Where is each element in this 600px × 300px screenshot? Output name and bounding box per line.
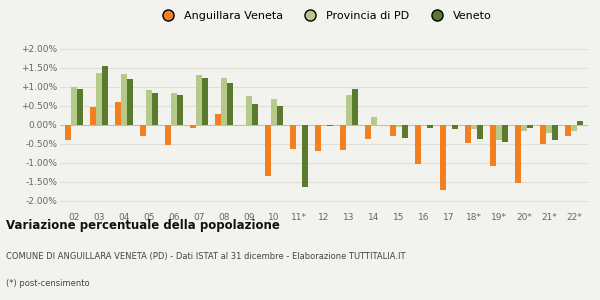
Text: Variazione percentuale della popolazione: Variazione percentuale della popolazione (6, 219, 280, 232)
Bar (365, 124, 371, 139)
Bar (65, 124, 71, 140)
Legend: Anguillara Veneta, Provincia di PD, Veneto: Anguillara Veneta, Provincia di PD, Vene… (152, 7, 496, 26)
Bar (446, 124, 452, 126)
Bar (265, 124, 271, 176)
Bar (152, 93, 158, 124)
Bar (502, 124, 508, 142)
Bar (227, 83, 233, 124)
Text: COMUNE DI ANGUILLARA VENETA (PD) - Dati ISTAT al 31 dicembre - Elaborazione TUTT: COMUNE DI ANGUILLARA VENETA (PD) - Dati … (6, 252, 406, 261)
Bar (371, 117, 377, 124)
Bar (196, 75, 202, 124)
Bar (465, 124, 471, 143)
Bar (552, 124, 558, 140)
Bar (521, 124, 527, 130)
Bar (190, 124, 196, 128)
Bar (540, 124, 546, 143)
Bar (277, 106, 283, 124)
Bar (496, 124, 502, 140)
Bar (577, 121, 583, 124)
Bar (396, 124, 402, 127)
Text: (*) post-censimento: (*) post-censimento (6, 279, 89, 288)
Bar (102, 66, 108, 124)
Bar (452, 124, 458, 129)
Bar (290, 124, 296, 149)
Bar (171, 93, 177, 124)
Bar (96, 73, 102, 124)
Bar (221, 78, 227, 124)
Bar (415, 124, 421, 164)
Bar (546, 124, 552, 133)
Bar (165, 124, 171, 146)
Bar (402, 124, 408, 138)
Bar (477, 124, 483, 139)
Bar (315, 124, 321, 151)
Bar (271, 99, 277, 124)
Bar (177, 95, 183, 124)
Bar (140, 124, 146, 136)
Bar (115, 103, 121, 124)
Bar (471, 124, 477, 129)
Bar (321, 124, 327, 125)
Bar (77, 89, 83, 124)
Bar (490, 124, 496, 166)
Bar (427, 124, 433, 128)
Bar (246, 96, 252, 124)
Bar (146, 90, 152, 124)
Bar (215, 114, 221, 124)
Bar (352, 89, 358, 124)
Bar (71, 86, 77, 124)
Bar (565, 124, 571, 136)
Bar (302, 124, 308, 187)
Bar (202, 78, 208, 124)
Bar (340, 124, 346, 150)
Bar (421, 124, 427, 126)
Bar (90, 107, 96, 124)
Bar (571, 124, 577, 131)
Bar (121, 74, 127, 124)
Bar (515, 124, 521, 183)
Bar (390, 124, 396, 136)
Bar (440, 124, 446, 190)
Bar (252, 103, 258, 124)
Bar (296, 124, 302, 126)
Bar (327, 124, 333, 126)
Bar (346, 95, 352, 124)
Bar (527, 124, 533, 128)
Bar (127, 79, 133, 124)
